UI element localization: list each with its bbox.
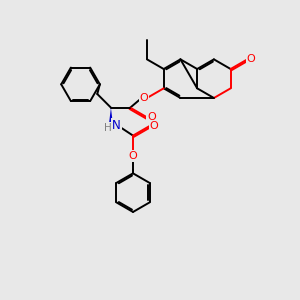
Text: O: O: [147, 112, 156, 122]
Text: O: O: [247, 54, 256, 64]
Text: N: N: [112, 119, 121, 132]
Text: O: O: [140, 93, 148, 103]
Text: H: H: [104, 123, 112, 133]
Text: O: O: [128, 151, 137, 161]
Polygon shape: [109, 108, 113, 125]
Text: O: O: [150, 121, 159, 131]
